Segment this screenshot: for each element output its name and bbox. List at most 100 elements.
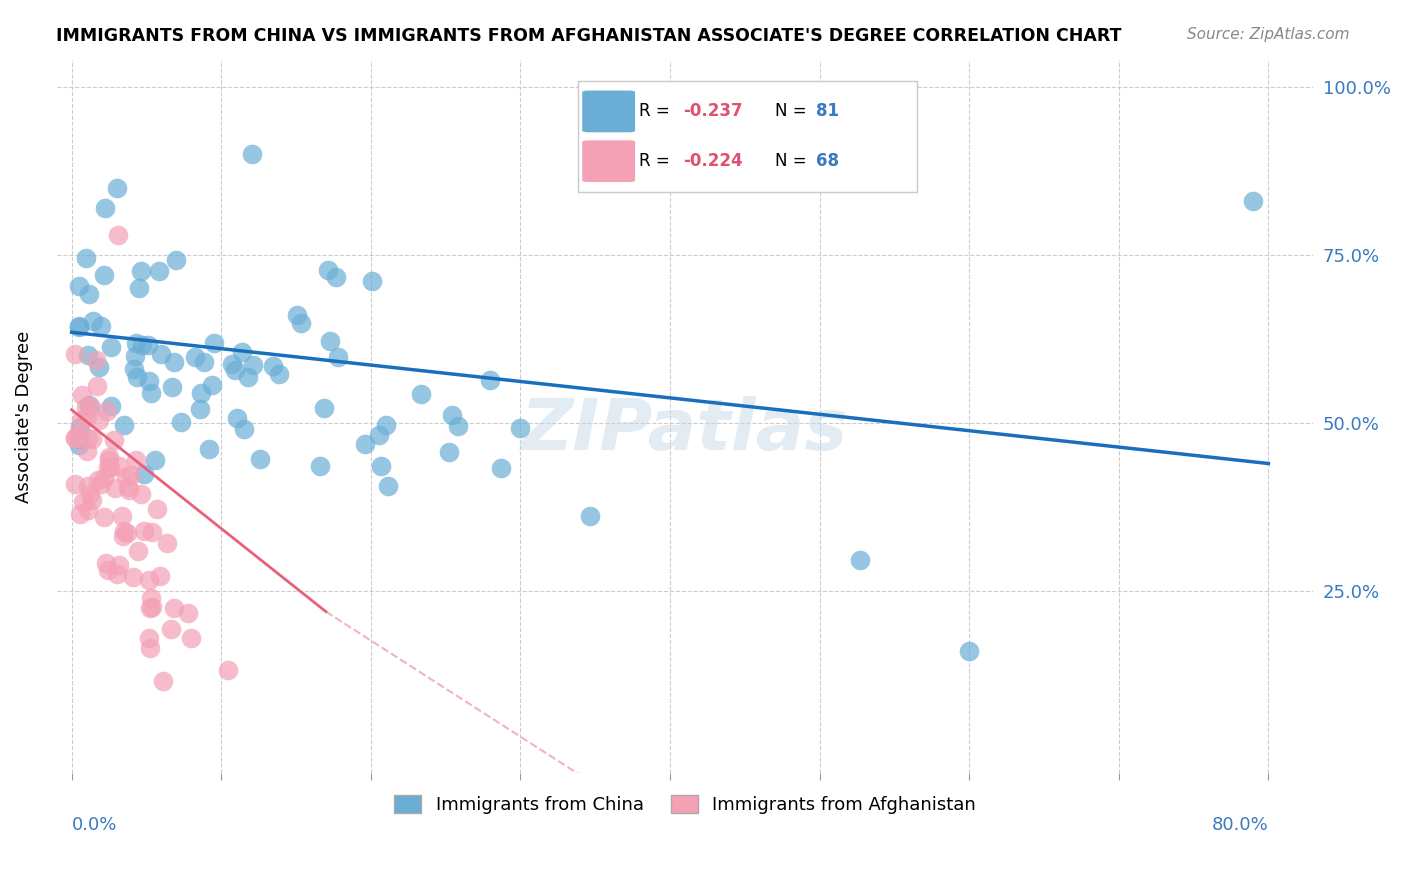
Point (67, 432, 90, 446)
Point (118, 483, 141, 497)
Point (93, 471, 115, 485)
Point (129, 264, 152, 278)
Point (107, 558, 129, 572)
Point (131, 338, 153, 352)
Point (1241, 194, 1264, 208)
Point (76, 409, 98, 424)
Point (479, 373, 502, 387)
Point (308, 458, 330, 473)
Point (82, 314, 104, 328)
Point (262, 359, 284, 373)
Point (63, 431, 86, 445)
Point (87, 412, 110, 426)
Point (63, 347, 86, 361)
Point (447, 418, 470, 433)
Point (610, 167, 633, 181)
Text: 0.0%: 0.0% (72, 816, 117, 834)
Point (225, 411, 247, 425)
Point (579, 508, 602, 523)
Point (242, 359, 264, 373)
Point (290, 316, 312, 330)
Point (67, 426, 90, 441)
Point (217, 663, 239, 677)
Point (69, 508, 91, 522)
Point (170, 415, 193, 429)
Point (221, 357, 243, 371)
Point (231, 345, 253, 359)
Point (201, 378, 224, 392)
Point (190, 386, 212, 401)
Point (127, 543, 149, 558)
Point (240, 146, 263, 161)
Point (86, 379, 108, 393)
Point (367, 427, 389, 442)
Point (100, 400, 122, 414)
Point (125, 336, 148, 351)
Point (122, 570, 145, 584)
Text: ZIPatlas: ZIPatlas (522, 396, 849, 465)
Point (77, 502, 100, 516)
Point (93, 510, 115, 524)
Point (96, 404, 118, 418)
Point (63, 431, 86, 445)
Point (439, 445, 461, 459)
Point (105, 566, 128, 581)
Point (75, 251, 97, 265)
Point (361, 275, 384, 289)
Point (152, 674, 174, 689)
Point (489, 461, 512, 475)
Point (198, 442, 221, 457)
Point (105, 180, 128, 194)
Point (67, 318, 90, 333)
Point (77, 349, 100, 363)
Point (136, 338, 159, 352)
Point (957, 644, 980, 658)
Point (67, 319, 90, 334)
Point (165, 252, 187, 267)
Point (115, 526, 138, 541)
Point (111, 509, 134, 524)
Point (76, 479, 98, 493)
Point (374, 417, 396, 432)
Point (75, 401, 97, 415)
Point (148, 263, 170, 277)
Text: 80.0%: 80.0% (1212, 816, 1268, 834)
Point (94, 556, 117, 570)
Point (180, 632, 202, 646)
Point (115, 470, 138, 484)
Point (370, 459, 392, 474)
Point (138, 631, 160, 645)
Point (285, 308, 308, 322)
Point (224, 363, 246, 377)
Point (377, 479, 399, 493)
Point (93, 268, 115, 283)
Point (80, 432, 103, 446)
Point (145, 453, 167, 467)
Point (141, 525, 163, 540)
Point (112, 524, 135, 538)
Point (132, 467, 155, 481)
Legend: Immigrants from China, Immigrants from Afghanistan: Immigrants from China, Immigrants from A… (387, 788, 983, 822)
Point (90, 318, 112, 333)
Point (202, 335, 225, 350)
Point (160, 622, 183, 636)
Point (103, 434, 125, 448)
Point (98, 450, 121, 464)
Point (139, 386, 162, 401)
Point (328, 351, 350, 365)
Point (177, 606, 200, 620)
Point (319, 334, 342, 348)
Point (146, 502, 169, 516)
Point (82, 493, 104, 508)
Point (409, 387, 432, 401)
Point (112, 417, 135, 432)
Point (238, 369, 260, 384)
Point (94, 201, 117, 215)
Point (112, 529, 135, 543)
Point (149, 569, 172, 583)
Point (97, 563, 120, 577)
Point (128, 281, 150, 295)
Point (72, 495, 94, 509)
Point (120, 467, 142, 482)
Point (77, 398, 100, 412)
